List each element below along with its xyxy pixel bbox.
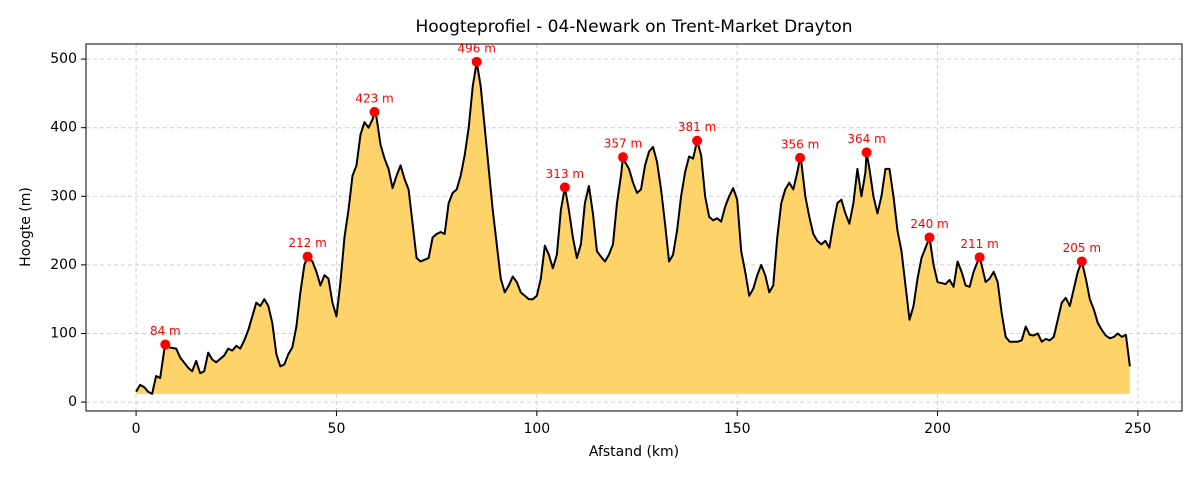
area-fill — [136, 61, 1130, 394]
peak-label: 381 m — [678, 120, 716, 134]
peak-marker — [795, 152, 806, 163]
peak-label: 496 m — [458, 41, 496, 55]
peak-label: 423 m — [355, 91, 393, 105]
peak-label: 356 m — [781, 137, 819, 151]
peak-marker — [369, 106, 380, 117]
y-tick-label: 100 — [50, 325, 77, 341]
peak-marker — [924, 232, 935, 243]
x-tick-label: 100 — [523, 421, 550, 437]
y-tick-label: 0 — [68, 394, 77, 410]
x-tick-label: 0 — [132, 421, 141, 437]
y-tick-label: 300 — [50, 188, 77, 204]
peak-label: 240 m — [910, 217, 948, 231]
peak-label: 212 m — [288, 236, 326, 250]
y-tick-label: 500 — [50, 51, 77, 67]
peak-marker — [1076, 256, 1087, 267]
peak-label: 364 m — [847, 132, 885, 146]
x-tick-label: 150 — [724, 421, 751, 437]
plot-frame — [85, 43, 1183, 412]
peak-marker — [974, 252, 985, 263]
peak-marker — [617, 152, 628, 163]
y-axis-label: Hoogte (m) — [18, 187, 34, 267]
peak-label: 211 m — [960, 237, 998, 251]
x-tick-label: 250 — [1125, 421, 1152, 437]
peak-marker — [160, 339, 171, 350]
peak-label: 84 m — [150, 324, 181, 338]
peak-label: 205 m — [1063, 241, 1101, 255]
peak-marker — [861, 147, 872, 158]
peak-marker — [692, 135, 703, 146]
peak-label: 357 m — [604, 137, 642, 151]
x-tick-label: 200 — [924, 421, 951, 437]
peak-marker — [302, 251, 313, 262]
chart-title: Hoogteprofiel - 04-Newark on Trent-Marke… — [416, 17, 853, 37]
y-tick-label: 400 — [50, 120, 77, 136]
peak-label: 313 m — [546, 167, 584, 181]
peak-marker — [471, 56, 482, 67]
x-tick-label: 50 — [328, 421, 346, 437]
y-tick-label: 200 — [50, 257, 77, 273]
peak-marker — [559, 182, 570, 193]
x-axis-label: Afstand (km) — [589, 444, 679, 460]
